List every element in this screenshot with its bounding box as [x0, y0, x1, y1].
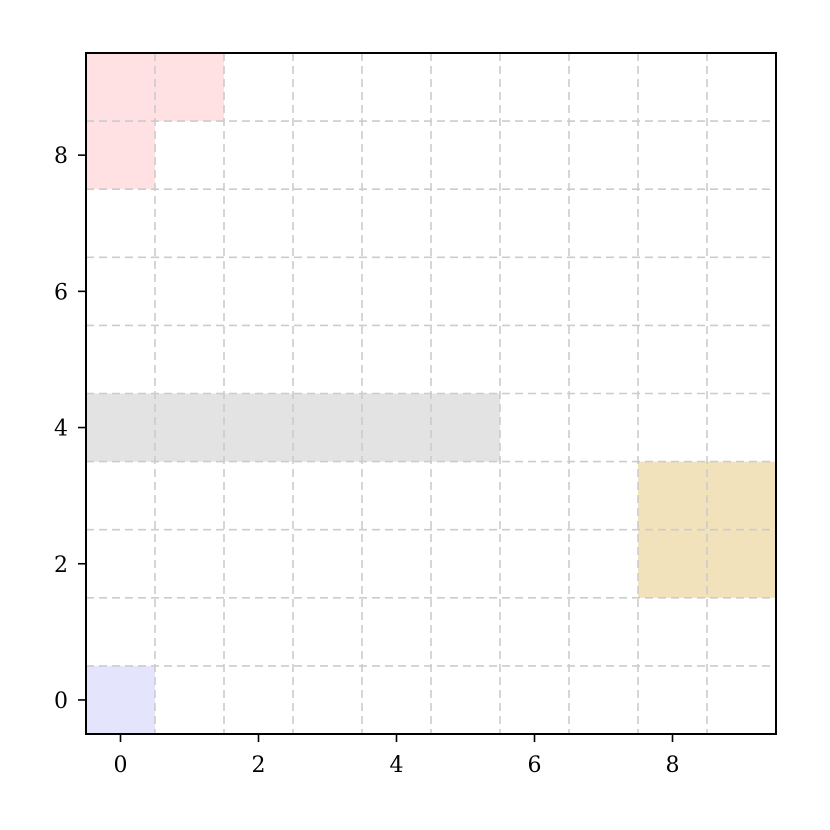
cell-gray-row-2-4	[224, 393, 293, 462]
cell-pink-top-0-9	[86, 53, 155, 122]
y-tick-label: 0	[54, 689, 68, 714]
y-tick-label: 2	[54, 553, 68, 578]
cells-layer	[86, 53, 776, 734]
x-tick-label: 4	[390, 753, 404, 778]
plot-frame	[85, 52, 777, 735]
x-axis: 0 2 4 6 8	[114, 734, 680, 778]
cell-tan-block-8-2	[638, 529, 707, 598]
y-tick-label: 8	[54, 144, 68, 169]
y-axis: 0 2 4 6 8	[54, 144, 86, 714]
cell-pink-top-1-9	[155, 53, 224, 122]
x-tick-label: 0	[114, 753, 128, 778]
x-tick-label: 2	[252, 753, 266, 778]
cell-pink-top-0-8	[86, 121, 155, 190]
x-tick-label: 8	[666, 753, 680, 778]
cell-tan-block-9-3	[707, 461, 776, 530]
cell-tan-block-9-2	[707, 529, 776, 598]
cell-gray-row-0-4	[86, 393, 155, 462]
x-tick-label: 6	[528, 753, 542, 778]
cell-blue-corner-0-0	[86, 665, 155, 734]
grid-layer	[86, 53, 776, 734]
cell-gray-row-4-4	[362, 393, 431, 462]
cell-gray-row-5-4	[431, 393, 500, 462]
cell-gray-row-3-4	[293, 393, 362, 462]
cell-tan-block-8-3	[638, 461, 707, 530]
y-tick-label: 4	[54, 417, 68, 442]
cell-gray-row-1-4	[155, 393, 224, 462]
y-tick-label: 6	[54, 280, 68, 305]
